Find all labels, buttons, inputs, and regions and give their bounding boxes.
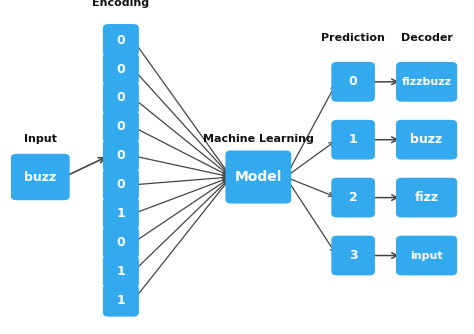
FancyBboxPatch shape <box>331 120 375 160</box>
Text: 0: 0 <box>117 34 125 46</box>
Text: 1: 1 <box>117 265 125 278</box>
FancyBboxPatch shape <box>103 256 139 288</box>
Text: fizz: fizz <box>415 191 438 204</box>
Text: 0: 0 <box>117 236 125 249</box>
Text: 0: 0 <box>349 75 357 88</box>
Text: input: input <box>410 250 443 261</box>
FancyBboxPatch shape <box>396 62 457 102</box>
FancyBboxPatch shape <box>103 285 139 317</box>
Text: buzz: buzz <box>24 171 56 183</box>
Text: Model: Model <box>235 170 282 184</box>
FancyBboxPatch shape <box>331 236 375 275</box>
Text: 0: 0 <box>117 92 125 105</box>
FancyBboxPatch shape <box>396 178 457 217</box>
Text: Input: Input <box>24 135 57 144</box>
FancyBboxPatch shape <box>103 53 139 85</box>
Text: 1: 1 <box>349 133 357 146</box>
Text: fizzbuzz: fizzbuzz <box>401 77 452 87</box>
FancyBboxPatch shape <box>103 111 139 143</box>
Text: 0: 0 <box>117 149 125 162</box>
Text: 1: 1 <box>117 207 125 220</box>
FancyBboxPatch shape <box>103 198 139 230</box>
Text: 0: 0 <box>117 178 125 191</box>
FancyBboxPatch shape <box>103 140 139 172</box>
Text: 0: 0 <box>117 62 125 75</box>
Text: Prediction: Prediction <box>321 33 385 42</box>
FancyBboxPatch shape <box>103 169 139 201</box>
FancyBboxPatch shape <box>331 178 375 217</box>
FancyBboxPatch shape <box>396 236 457 275</box>
Text: Decoder: Decoder <box>401 33 453 42</box>
Text: 3: 3 <box>349 249 357 262</box>
FancyBboxPatch shape <box>331 62 375 102</box>
Text: 0: 0 <box>117 121 125 133</box>
FancyBboxPatch shape <box>226 150 291 203</box>
FancyBboxPatch shape <box>11 154 70 200</box>
Text: 2: 2 <box>349 191 357 204</box>
Text: 1: 1 <box>117 294 125 307</box>
Text: buzz: buzz <box>410 133 443 146</box>
Text: Input
Encoding: Input Encoding <box>92 0 149 8</box>
FancyBboxPatch shape <box>103 227 139 259</box>
FancyBboxPatch shape <box>396 120 457 160</box>
FancyBboxPatch shape <box>103 24 139 56</box>
Text: Machine Learning: Machine Learning <box>203 135 314 144</box>
FancyBboxPatch shape <box>103 82 139 114</box>
